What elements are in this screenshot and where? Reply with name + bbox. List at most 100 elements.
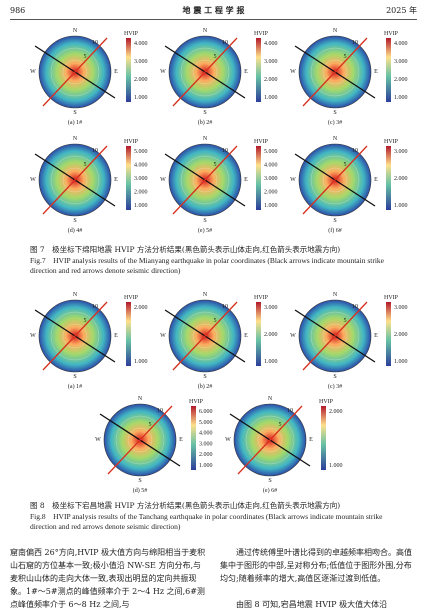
panel-label: (e) 6# [263, 487, 277, 494]
compass-label: S [203, 110, 206, 116]
colorbar-tick: 1.000 [199, 463, 213, 469]
colorbar-title: HVIP [384, 31, 399, 37]
compass-label: S [268, 478, 271, 484]
polar-ring [192, 167, 218, 193]
compass-label: N [203, 136, 208, 142]
compass-label: 5 [279, 422, 282, 428]
colorbar-tick: 5.000 [264, 149, 278, 155]
colorbar-tick: 1.000 [134, 95, 148, 101]
polar-ring [115, 415, 165, 465]
colorbar-title: HVIP [254, 31, 269, 37]
colorbar-tick: 4.000 [394, 41, 408, 47]
polar-ring [310, 311, 360, 361]
compass-label: E [114, 69, 118, 75]
compass-label: W [95, 437, 101, 443]
colorbar-tick: 1.000 [394, 203, 408, 209]
compass-label: 10 [222, 148, 228, 154]
caption-cn: 图 7 极坐标下绵阳地震 HVIP 方法分析结果(黑色箭头表示山体走向,红色箭头… [30, 245, 341, 254]
compass-label: 10 [92, 304, 98, 310]
colorbar [191, 406, 196, 470]
panel-label: (c) 3# [328, 383, 342, 390]
colorbar-tick: 1.000 [394, 359, 408, 365]
polar-panel: N S E W 5 10 HVIP 3.000 2.000 1.000 (b) 2# [160, 292, 277, 390]
colorbar [126, 38, 131, 102]
polar-ring [245, 415, 295, 465]
polar-panel: N S E W 5 10 HVIP 4.000 3.000 2.000 1.000 (c) 3# [290, 28, 407, 126]
colorbar-tick: 1.000 [134, 359, 148, 365]
compass-label: 10 [222, 40, 228, 46]
panel-label: (a) 1# [68, 383, 82, 390]
colorbar-tick: 2.000 [329, 409, 343, 415]
colorbar-tick: 3.000 [134, 176, 148, 182]
panel-label: (e) 5# [198, 227, 212, 234]
compass-label: 10 [92, 148, 98, 154]
compass-label: 10 [352, 304, 358, 310]
seismic-arrow [42, 301, 108, 371]
compass-label: N [138, 396, 143, 402]
compass-label: 10 [157, 408, 163, 414]
compass-label: S [73, 374, 76, 380]
polar-ring [310, 155, 360, 205]
colorbar-tick: 2.000 [264, 332, 278, 338]
compass-label: N [203, 292, 208, 298]
seismic-arrow [302, 37, 368, 107]
compass-label: N [333, 136, 338, 142]
polar-panel: N S E W 5 10 HVIP 4.000 3.000 2.000 1.000 (a) 1# [30, 28, 147, 126]
polar-panel: N S E W 5 10 HVIP 2.000 1.000 (a) 1# [30, 292, 147, 390]
colorbar-tick: 2.000 [134, 77, 148, 83]
compass-label: 5 [149, 422, 152, 428]
seismic-arrow [237, 405, 303, 475]
body-left: 窟南偏西 26°方向,HVIP 极大值方向与绵阳相当于麦积山石窟的方位基本一致;… [10, 548, 206, 609]
compass-label: W [30, 69, 36, 75]
compass-label: E [244, 333, 248, 339]
header-rule [10, 19, 417, 20]
colorbar-tick: 1.000 [264, 95, 278, 101]
colorbar-tick: 1.000 [264, 359, 278, 365]
colorbar [126, 146, 131, 210]
compass-label: 5 [214, 54, 217, 60]
panel-label: (b) 2# [198, 383, 213, 390]
colorbar-tick: 5.000 [199, 420, 213, 426]
colorbar-tick: 3.000 [264, 305, 278, 311]
compass-label: E [114, 333, 118, 339]
journal-title: 地 震 工 程 学 报 [182, 5, 245, 15]
polar-ring [50, 155, 100, 205]
colorbar-tick: 3.000 [134, 59, 148, 65]
compass-label: E [374, 333, 378, 339]
seismic-arrow [107, 405, 173, 475]
polar-ring [310, 47, 360, 97]
compass-label: 10 [352, 40, 358, 46]
colorbar [386, 146, 391, 210]
seismic-arrow [302, 301, 368, 371]
polar-ring [322, 59, 348, 85]
page-number: 986 [10, 6, 26, 15]
panel-label: (b) 2# [198, 119, 213, 126]
colorbar-tick: 3.000 [394, 149, 408, 155]
colorbar-tick: 3.000 [394, 59, 408, 65]
colorbar-tick: 2.000 [394, 332, 408, 338]
compass-label: N [333, 292, 338, 298]
compass-label: S [203, 218, 206, 224]
colorbar-tick: 2.000 [394, 176, 408, 182]
panel-label: (d) 5# [133, 487, 148, 494]
body-right: 由图 8 可知,宕昌地震 HVIP 极大值大体沿 [236, 600, 388, 609]
compass-label: 10 [92, 40, 98, 46]
body-right: 通过传统傅里叶谱比得到的卓越频率相吻合。高值集中于图形的中部,呈对称分布;低值位… [220, 548, 412, 583]
colorbar-title: HVIP [384, 295, 399, 301]
compass-label: E [244, 69, 248, 75]
compass-label: S [73, 218, 76, 224]
compass-label: 5 [214, 318, 217, 324]
polar-panel: N S E W 5 10 HVIP 3.000 2.000 1.000 (f) 6# [290, 136, 407, 234]
polar-ring [180, 311, 230, 361]
polar-ring [180, 155, 230, 205]
compass-label: 5 [344, 54, 347, 60]
colorbar [256, 302, 261, 366]
polar-panel: N S E W 5 10 HVIP 4.000 3.000 2.000 1.000 (b) 2# [160, 28, 277, 126]
compass-label: W [30, 177, 36, 183]
colorbar-title: HVIP [319, 399, 334, 405]
compass-label: W [290, 69, 296, 75]
compass-label: E [309, 437, 313, 443]
compass-label: N [203, 28, 208, 34]
compass-label: N [268, 396, 273, 402]
